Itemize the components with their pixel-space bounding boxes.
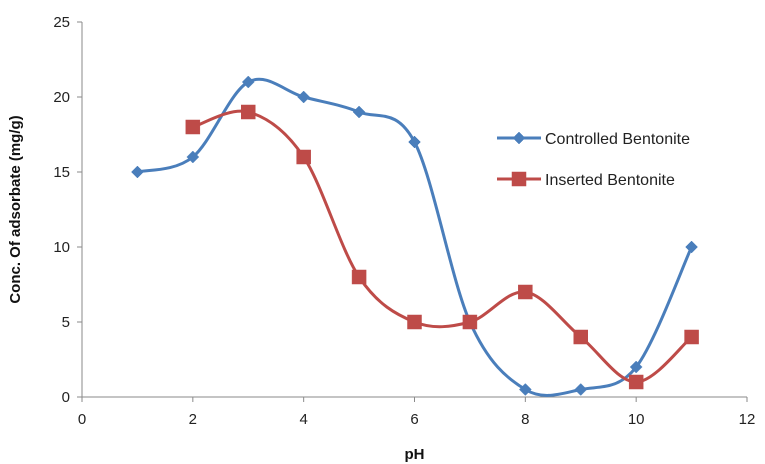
- y-axis-title: Conc. Of adsorbate (mg/g): [7, 115, 24, 303]
- series-inserted: [185, 104, 699, 390]
- series-line-inserted: [191, 109, 694, 384]
- legend-marker-controlled: [512, 131, 526, 145]
- data-point-controlled: [408, 135, 421, 149]
- legend-item-inserted: Inserted Bentonite: [497, 171, 675, 189]
- x-tick-label: 8: [521, 411, 529, 428]
- legend-item-controlled: Controlled Bentonite: [497, 131, 690, 148]
- x-tick-label: 4: [299, 411, 307, 428]
- data-point-controlled: [297, 90, 311, 104]
- data-point-inserted: [462, 314, 478, 330]
- series-layer: [131, 75, 699, 397]
- axes: 0 5 10 15 20 25 0 2 4 6 8 10 12: [53, 14, 755, 428]
- data-point-inserted: [407, 314, 422, 330]
- x-tick-label: 2: [189, 411, 197, 428]
- y-tick-label: 25: [53, 14, 70, 31]
- y-tick-label: 5: [62, 314, 70, 331]
- y-tick-label: 15: [53, 164, 70, 181]
- legend-marker-inserted: [511, 171, 527, 187]
- x-tick-label: 10: [628, 411, 645, 428]
- data-point-controlled: [518, 383, 532, 396]
- x-tick-label: 0: [78, 411, 86, 428]
- data-point-inserted: [518, 284, 533, 300]
- data-point-inserted: [185, 119, 201, 135]
- data-point-controlled: [629, 360, 643, 374]
- data-point-controlled: [131, 165, 144, 179]
- data-point-controlled: [685, 240, 698, 254]
- series-controlled: [131, 75, 698, 397]
- legend: Controlled Bentonite Inserted Bentonite: [497, 131, 690, 189]
- y-tick-label: 0: [62, 389, 70, 406]
- data-point-inserted: [628, 374, 644, 390]
- y-tick-label: 20: [53, 89, 70, 106]
- data-point-controlled: [574, 383, 588, 396]
- y-tick-label: 10: [53, 239, 70, 256]
- x-tick-label: 6: [410, 411, 418, 428]
- data-point-inserted: [296, 149, 311, 165]
- x-axis-title: pH: [405, 446, 425, 463]
- data-point-controlled: [241, 75, 255, 89]
- legend-label-inserted: Inserted Bentonite: [545, 172, 675, 189]
- data-point-controlled: [352, 105, 366, 119]
- data-point-inserted: [684, 329, 699, 345]
- x-tick-label: 12: [739, 411, 756, 428]
- legend-label-controlled: Controlled Bentonite: [545, 131, 690, 148]
- data-point-inserted: [241, 104, 256, 120]
- data-point-inserted: [573, 329, 588, 345]
- data-point-inserted: [351, 269, 367, 285]
- series-line-controlled: [135, 77, 694, 397]
- data-point-controlled: [186, 150, 200, 164]
